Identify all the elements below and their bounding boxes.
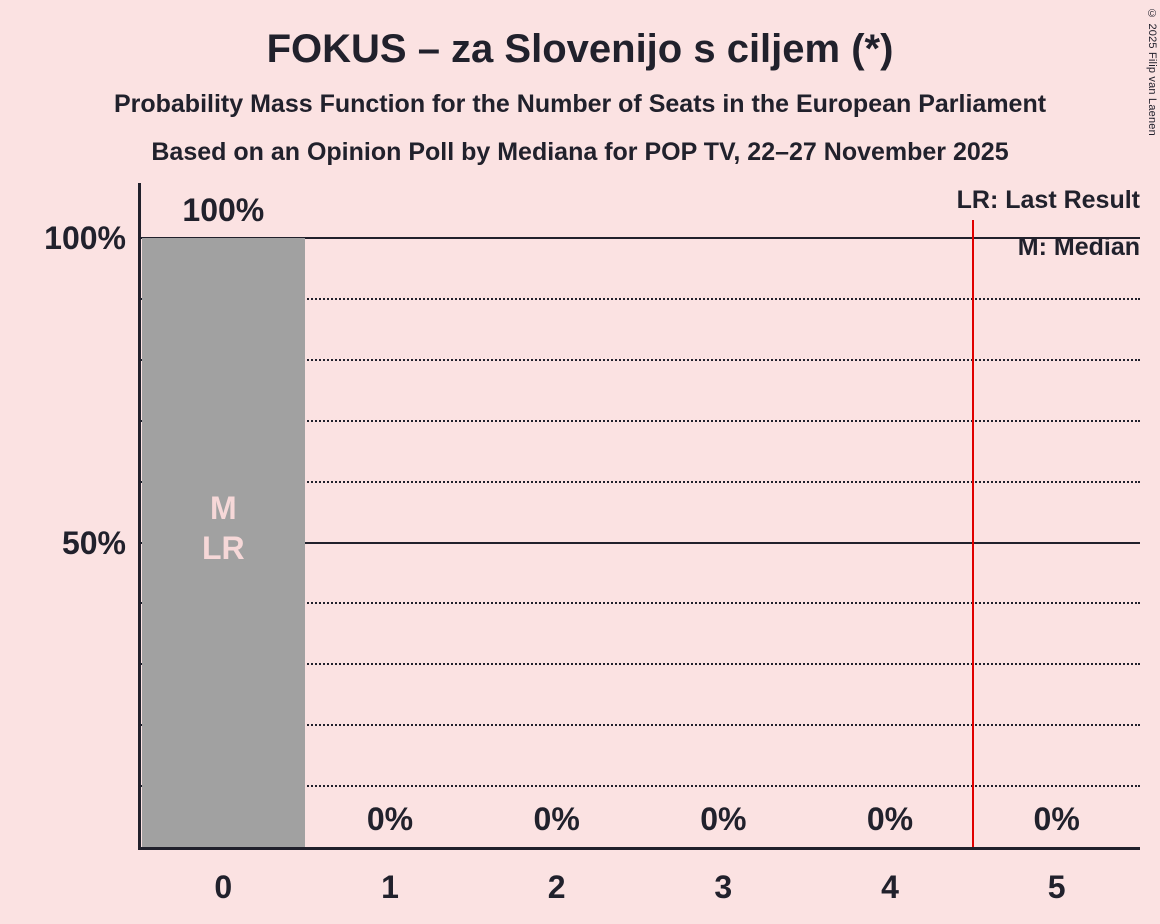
- gridline-dotted-90: [140, 297, 1140, 300]
- gridline-dotted-30: [140, 663, 1140, 666]
- chart-title: FOKUS – za Slovenijo s ciljem (*): [266, 27, 894, 71]
- y-tick-label-50: 50%: [61, 524, 126, 561]
- gridline-dotted-10: [140, 785, 1140, 788]
- gridline-dotted-80: [140, 358, 1140, 361]
- gridline-dotted-70: [140, 419, 1140, 422]
- legend-last-result: LR: Last Result: [956, 186, 1140, 214]
- median-last-result-label: M LR: [140, 488, 307, 568]
- gridline-solid-100: [140, 237, 1140, 239]
- chart-subtitle-line2: Based on an Opinion Poll by Mediana for …: [151, 138, 1009, 166]
- y-axis: [138, 183, 141, 847]
- y-tick-label-100: 100%: [44, 220, 126, 256]
- gridline-dotted-20: [140, 724, 1140, 727]
- x-tick-label-4: 4: [881, 869, 899, 905]
- gridline-dotted-60: [140, 480, 1140, 483]
- x-tick-label-2: 2: [547, 869, 566, 905]
- chart-legend: LR: Last Result M: Median: [957, 185, 1140, 279]
- annotation-line: M: [210, 490, 237, 526]
- x-tick-label-1: 1: [381, 869, 399, 905]
- chart-subtitle-line1: Probability Mass Function for the Number…: [113, 90, 1047, 118]
- bar-value-label-3: 0%: [700, 801, 747, 837]
- x-axis: [138, 847, 1140, 850]
- x-tick-label-5: 5: [1047, 869, 1066, 905]
- x-tick-label-0: 0: [214, 869, 233, 905]
- copyright-text: © 2025 Filip van Laenen: [1146, 8, 1158, 136]
- bar-value-label-1: 0%: [366, 801, 414, 837]
- annotation-line: LR: [202, 530, 245, 566]
- gridline-solid-50: [140, 541, 1140, 544]
- bar-value-label-5: 0%: [1033, 801, 1080, 837]
- bar-value-label-0: 100%: [182, 192, 265, 228]
- bar-value-label-2: 0%: [533, 801, 580, 837]
- gridline-dotted-40: [140, 602, 1140, 605]
- last-result-line: [972, 220, 975, 847]
- bar-value-label-4: 0%: [866, 801, 914, 837]
- x-tick-label-3: 3: [714, 869, 733, 905]
- bar-seats-0: [142, 238, 305, 847]
